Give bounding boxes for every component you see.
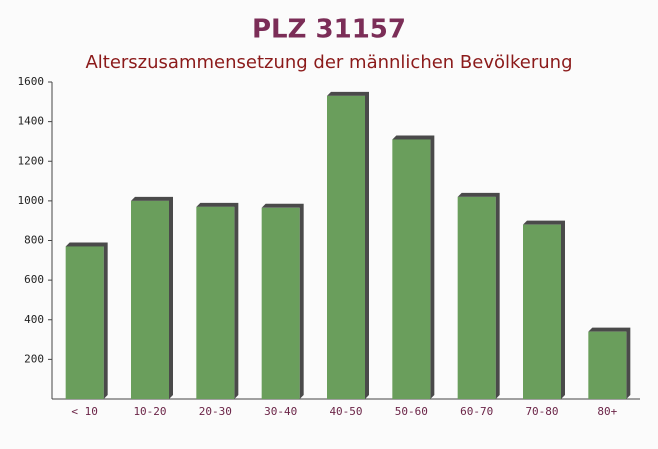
x-tick-label: 60-70 bbox=[460, 405, 493, 418]
y-tick-label: 200 bbox=[24, 352, 44, 365]
bar bbox=[65, 246, 104, 399]
bar bbox=[131, 200, 169, 399]
bar bbox=[261, 207, 300, 399]
y-tick-label: 1000 bbox=[18, 194, 45, 207]
x-tick-label: 80+ bbox=[597, 405, 617, 418]
y-tick-label: 600 bbox=[24, 273, 44, 286]
bar bbox=[523, 224, 561, 399]
chart-title: PLZ 31157 bbox=[252, 15, 406, 45]
bar bbox=[457, 196, 496, 399]
y-tick-label: 1200 bbox=[18, 154, 45, 167]
y-tick-label: 400 bbox=[24, 313, 44, 326]
x-tick-label: < 10 bbox=[71, 405, 98, 418]
x-tick-label: 40-50 bbox=[329, 405, 362, 418]
bar bbox=[196, 206, 235, 399]
x-tick-label: 30-40 bbox=[264, 405, 297, 418]
chart-subtitle: Alterszusammensetzung der männlichen Bev… bbox=[85, 52, 572, 73]
x-tick-label: 10-20 bbox=[133, 405, 166, 418]
bar bbox=[588, 331, 627, 399]
bar bbox=[327, 95, 365, 400]
x-tick-label: 20-30 bbox=[199, 405, 232, 418]
y-tick-label: 800 bbox=[24, 234, 44, 247]
x-tick-label: 70-80 bbox=[525, 405, 558, 418]
y-tick-label: 1600 bbox=[18, 75, 45, 88]
x-tick-label: 50-60 bbox=[395, 405, 428, 418]
y-tick-label: 1400 bbox=[18, 115, 45, 128]
bar bbox=[392, 139, 431, 400]
